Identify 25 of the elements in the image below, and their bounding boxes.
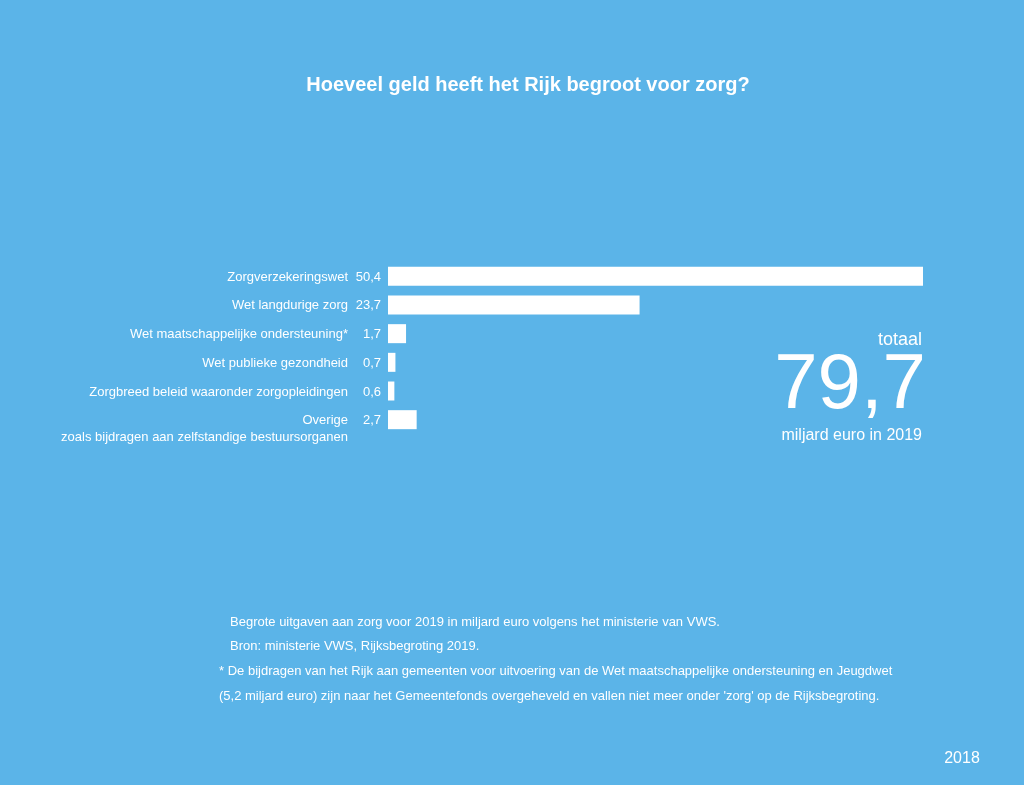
bar <box>388 410 417 430</box>
y-tick-label: Overige zoals bijdragen aan zelfstandige bestuursorganen <box>61 412 348 445</box>
data-label: 23,7 <box>355 297 381 313</box>
y-tick-label: Zorgbreed beleid waaronder zorgopleidingen <box>89 383 348 399</box>
y-tick-label: Wet langdurige zorg <box>231 297 348 313</box>
data-label: 1,7 <box>362 326 381 342</box>
y-tick-label: Wet maatschappelijke ondersteuning* <box>129 326 348 342</box>
bar <box>388 352 396 372</box>
bar <box>388 324 407 344</box>
text: Begrote uitgaven aan zorg voor 2019 in miljard euro volgens het ministerie van VWS. <box>230 614 720 629</box>
bar <box>388 295 640 315</box>
bar <box>388 266 923 286</box>
data-label: 0,6 <box>362 383 381 399</box>
text: 2018 <box>944 749 980 766</box>
y-tick-label: Zorgverzekeringswet <box>227 268 349 284</box>
text: * De bijdragen van het Rijk aan gemeenten voor uitvoering van de Wet maatschappelijke ondersteuning en Jeugdwet (5,2 miljard euro) zijn naar het Gemeentefonds overgeheveld en vallen niet meer onder 'zorg' op de Rijksbegroting. <box>219 663 893 703</box>
data-label: 0,7 <box>362 354 381 370</box>
data-label: 2,7 <box>362 412 381 428</box>
bar <box>388 381 395 401</box>
data-label: 50,4 <box>355 268 381 284</box>
text: Bron: ministerie VWS, Rijksbegroting 2019. <box>230 638 480 653</box>
annotation: miljard euro in 2019 <box>781 426 923 443</box>
y-tick-label: Wet publieke gezondheid <box>202 354 348 370</box>
annotation: totaal <box>877 329 922 349</box>
chart-title: Hoeveel geld heeft het Rijk begroot voor zorg? <box>306 73 750 95</box>
